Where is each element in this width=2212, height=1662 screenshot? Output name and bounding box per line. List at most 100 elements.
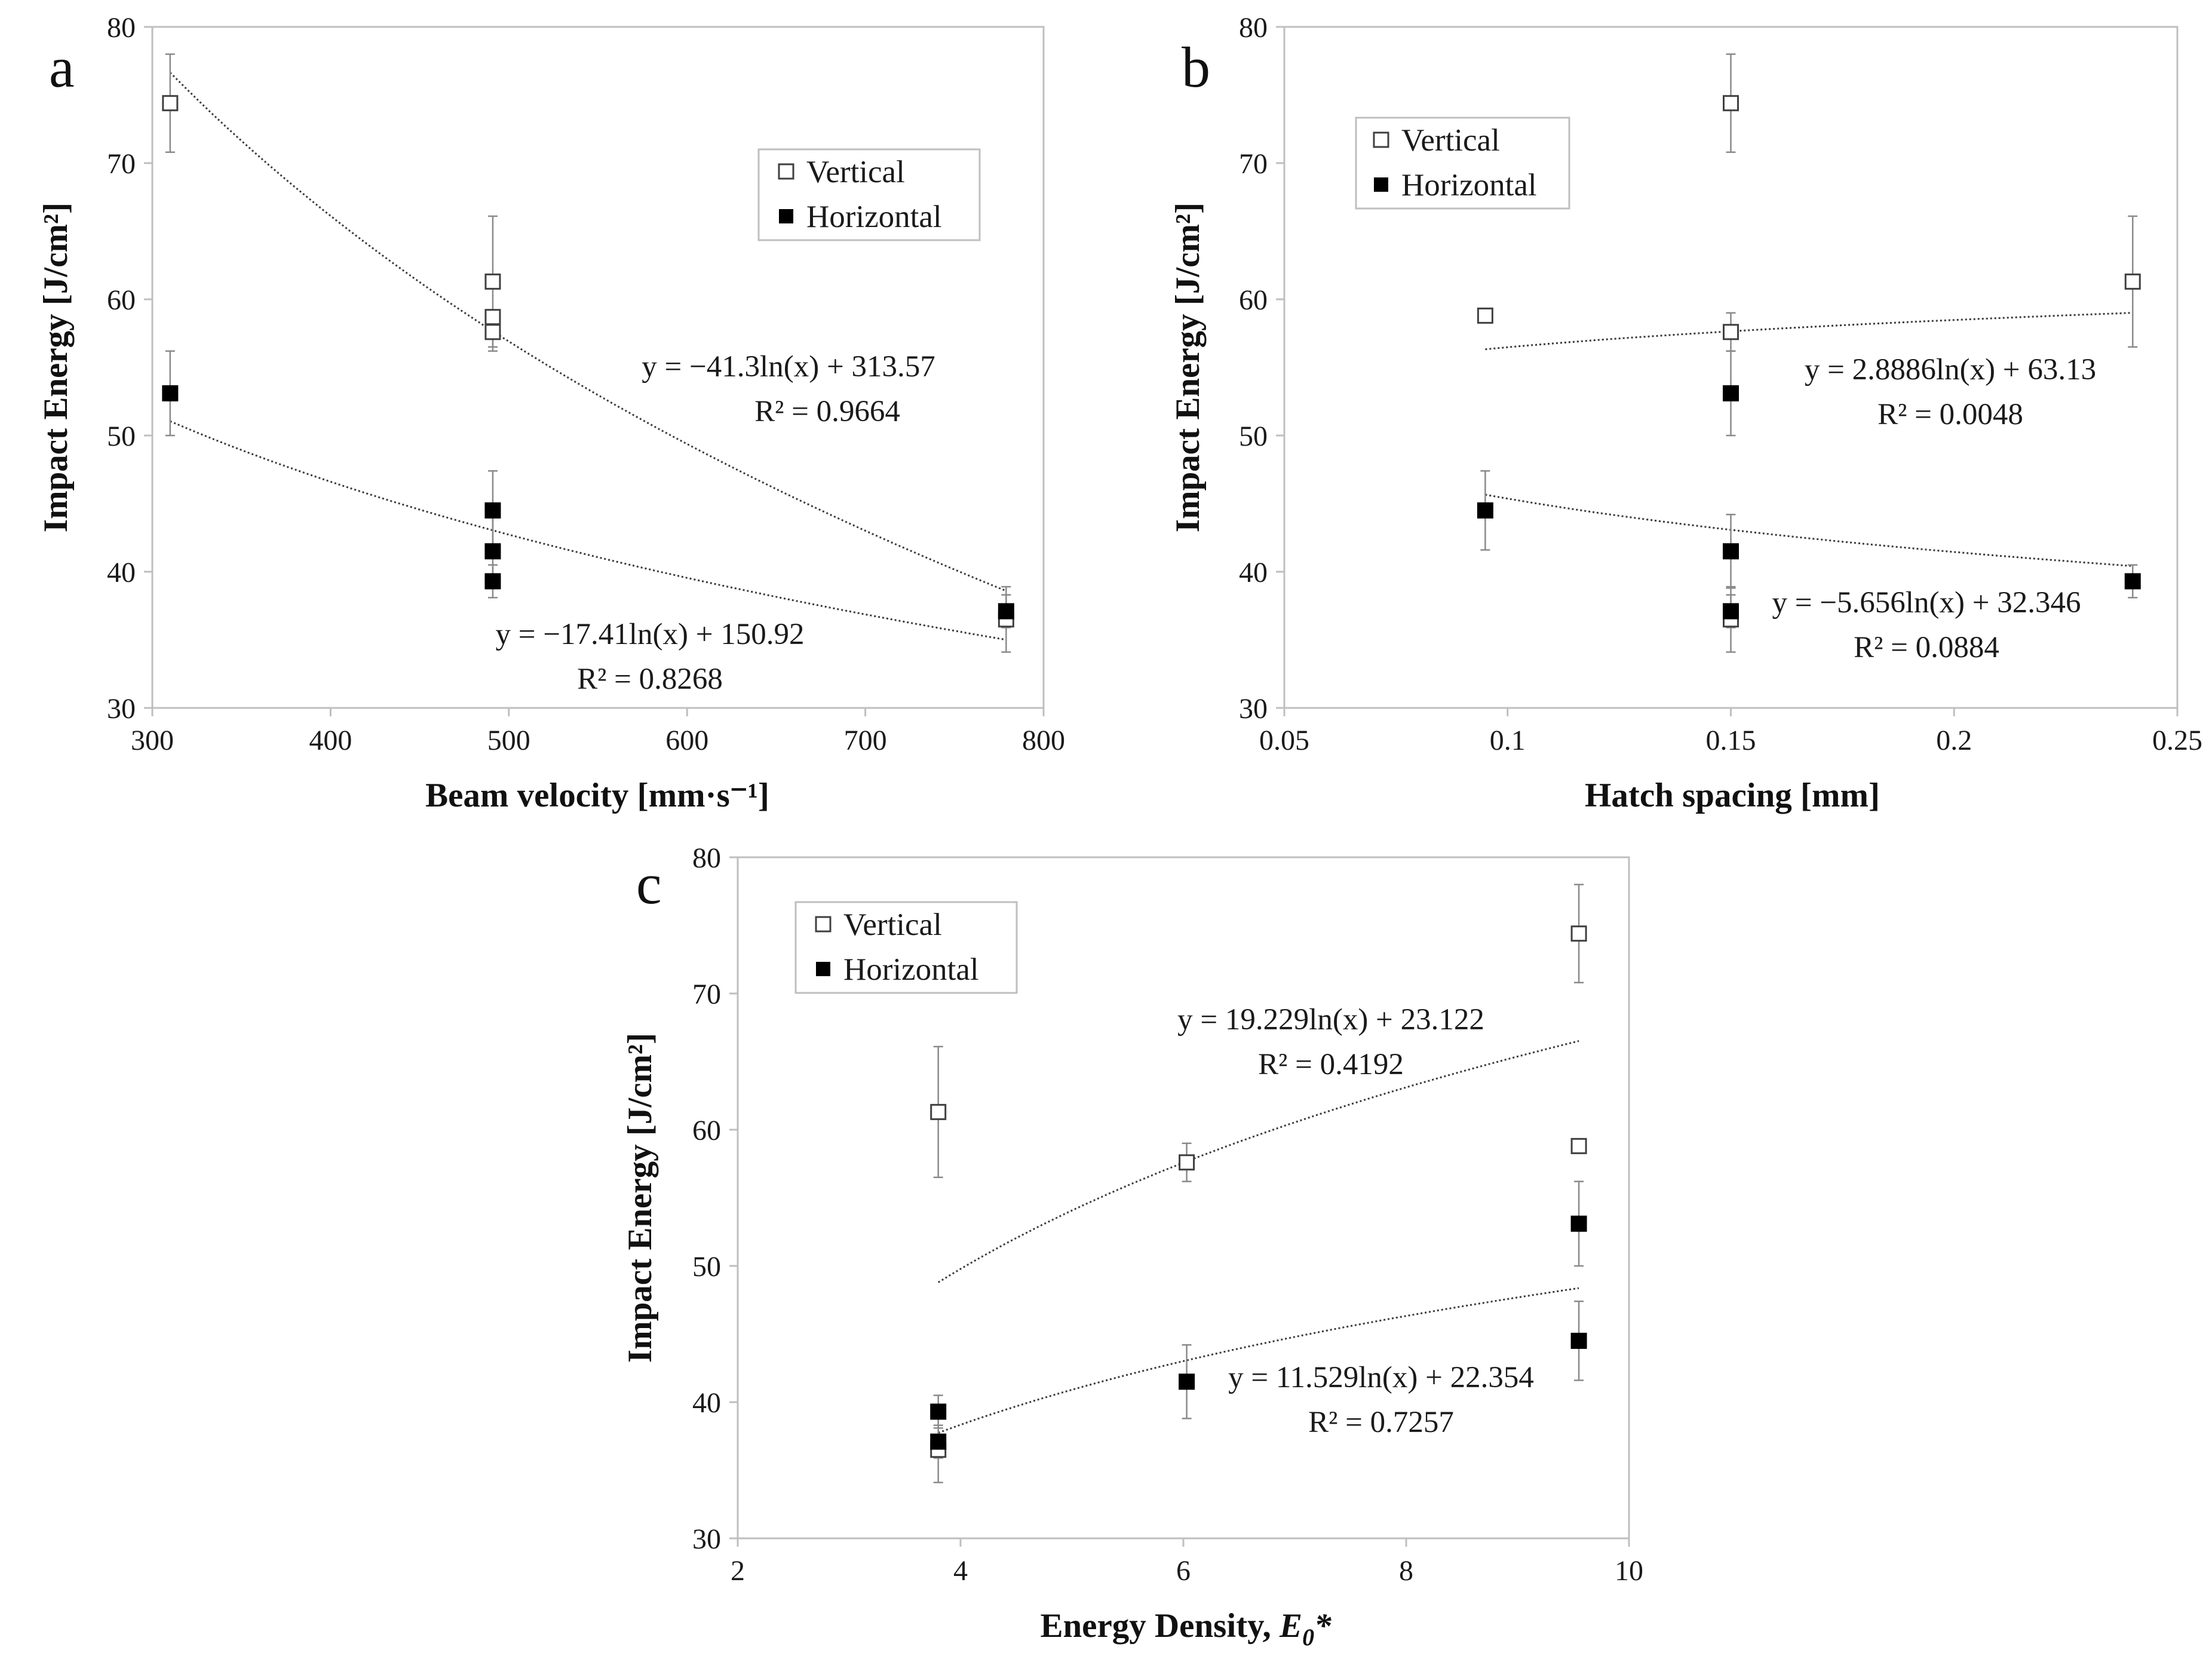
- legend-box-c: [794, 901, 1018, 994]
- data-point-vertical: [1179, 1154, 1195, 1171]
- legend-vertical-marker: [1373, 131, 1389, 148]
- x-tick-label: 6: [1176, 1555, 1191, 1587]
- r2-horizontal-c: R² = 0.7257: [1308, 1406, 1454, 1439]
- r2-vertical-a: R² = 0.9664: [754, 395, 900, 428]
- legend-a: Vertical Horizontal: [757, 148, 981, 241]
- trendline-vertical: [169, 72, 1007, 592]
- chart-panel-c: c 30 40 50 60 70 80 2 4 6 8 10 Vertical Horizonta…: [621, 842, 1643, 1651]
- data-point-vertical: [2124, 273, 2141, 290]
- equation-vertical-c: y = 19.229ln(x) + 23.122: [1177, 1003, 1484, 1037]
- x-tick-label: 300: [131, 725, 174, 756]
- equation-horizontal-c: y = 11.529ln(x) + 22.354: [1228, 1361, 1534, 1394]
- data-point-vertical: [484, 273, 501, 290]
- data-point-horizontal: [484, 502, 501, 519]
- x-axis-label-c-main: Energy Density,: [1040, 1607, 1280, 1645]
- panel-label-c: c: [636, 852, 662, 916]
- x-tick-label: 0.15: [1706, 725, 1756, 756]
- data-points-b: [1477, 95, 2141, 628]
- y-tick-label: 60: [692, 1115, 721, 1146]
- data-point-horizontal: [930, 1403, 947, 1420]
- legend-horizontal-marker: [816, 962, 830, 976]
- trendlines-b: [1485, 312, 2133, 567]
- legend-vertical-marker: [815, 916, 832, 933]
- y-tick-label: 80: [692, 842, 721, 874]
- chart-panel-a: a 30 40 50 60 70 80 300 400 500 600 700 800 Vertic…: [37, 12, 1065, 814]
- legend-horizontal-label: Horizontal: [806, 200, 942, 234]
- x-axis-label-c: Energy Density, E0*: [1040, 1607, 1332, 1651]
- legend-vertical-label: Vertical: [1401, 123, 1500, 158]
- x-tick-label: 600: [665, 725, 708, 756]
- y-axis-label-a: Impact Energy [J/cm²]: [37, 203, 75, 532]
- r2-horizontal-b: R² = 0.0884: [1854, 631, 1999, 664]
- data-point-horizontal: [1570, 1215, 1587, 1232]
- data-point-horizontal: [1179, 1373, 1195, 1390]
- data-point-vertical: [1723, 324, 1739, 341]
- trendline-vertical: [937, 1040, 1579, 1283]
- chart-panel-b: b 30 40 50 60 70 80 0.05 0.1 0.15 0.2 0.25 Vertic…: [1169, 12, 2202, 814]
- legend-horizontal-marker: [1374, 177, 1388, 192]
- x-tick-label: 400: [309, 725, 352, 756]
- x-tick-label: 800: [1022, 725, 1065, 756]
- legend-horizontal-label: Horizontal: [1401, 168, 1537, 203]
- data-point-horizontal: [1570, 1332, 1587, 1349]
- x-axis-label-c-superscript: *: [1314, 1607, 1332, 1645]
- plot-area-a: [151, 26, 1045, 709]
- y-ticks-a: 30 40 50 60 70 80: [107, 12, 152, 725]
- data-point-vertical: [1723, 95, 1739, 112]
- legend-horizontal-label: Horizontal: [843, 952, 979, 987]
- equation-horizontal-b: y = −5.656ln(x) + 32.346: [1772, 586, 2081, 620]
- x-axis-label-c-symbol: E: [1279, 1607, 1302, 1645]
- x-tick-label: 8: [1399, 1555, 1413, 1587]
- equation-horizontal-a: y = −17.41ln(x) + 150.92: [496, 618, 805, 651]
- trendlines-c: [937, 1040, 1579, 1434]
- legend-box-b: [1355, 116, 1570, 210]
- y-tick-label: 70: [1239, 148, 1268, 180]
- y-tick-label: 60: [1239, 284, 1268, 316]
- r2-vertical-c: R² = 0.4192: [1258, 1048, 1404, 1081]
- data-point-vertical: [1477, 307, 1493, 324]
- legend-vertical-label: Vertical: [843, 907, 942, 942]
- trendline-horizontal: [1485, 493, 2133, 567]
- y-axis-label-c: Impact Energy [J/cm²]: [621, 1033, 659, 1363]
- y-tick-label: 50: [107, 421, 136, 452]
- r2-vertical-b: R² = 0.0048: [1877, 398, 2023, 431]
- data-point-horizontal: [1723, 385, 1739, 401]
- data-point-horizontal: [162, 385, 179, 401]
- x-ticks-c: 2 4 6 8 10: [731, 1538, 1643, 1587]
- data-point-vertical: [1570, 925, 1587, 942]
- y-tick-label: 70: [692, 979, 721, 1010]
- legend-horizontal-marker: [779, 209, 793, 223]
- trendline-vertical: [1485, 312, 2133, 351]
- legend-vertical-label: Vertical: [806, 155, 905, 189]
- y-tick-label: 30: [692, 1523, 721, 1555]
- y-tick-label: 50: [692, 1251, 721, 1283]
- data-point-horizontal: [930, 1433, 947, 1450]
- y-ticks-c: 30 40 50 60 70 80: [692, 842, 738, 1555]
- data-points-a: [162, 95, 1014, 628]
- data-point-horizontal: [1723, 603, 1739, 620]
- y-ticks-b: 30 40 50 60 70 80: [1239, 12, 1284, 725]
- data-point-horizontal: [2124, 573, 2141, 590]
- x-axis-label-b: Hatch spacing [mm]: [1585, 777, 1880, 814]
- y-tick-label: 40: [692, 1387, 721, 1419]
- data-points-c: [930, 925, 1587, 1458]
- data-point-horizontal: [1723, 543, 1739, 560]
- y-tick-label: 80: [1239, 12, 1268, 44]
- data-point-vertical: [484, 324, 501, 341]
- panel-label-a: a: [49, 35, 75, 99]
- y-axis-label-b: Impact Energy [J/cm²]: [1169, 203, 1207, 532]
- y-tick-label: 80: [107, 12, 136, 44]
- x-tick-label: 10: [1615, 1555, 1643, 1587]
- x-axis-label-a: Beam velocity [mm·s⁻¹]: [425, 777, 769, 814]
- x-tick-label: 0.05: [1259, 725, 1309, 756]
- panel-label-b: b: [1182, 35, 1210, 99]
- y-tick-label: 70: [107, 148, 136, 180]
- error-bars-b: [1480, 53, 2138, 653]
- x-tick-label: 2: [731, 1555, 745, 1587]
- legend-b: Vertical Horizontal: [1355, 116, 1570, 210]
- equation-vertical-b: y = 2.8886ln(x) + 63.13: [1805, 353, 2096, 387]
- y-tick-label: 30: [1239, 693, 1268, 725]
- data-point-vertical: [162, 95, 179, 112]
- y-tick-label: 50: [1239, 421, 1268, 452]
